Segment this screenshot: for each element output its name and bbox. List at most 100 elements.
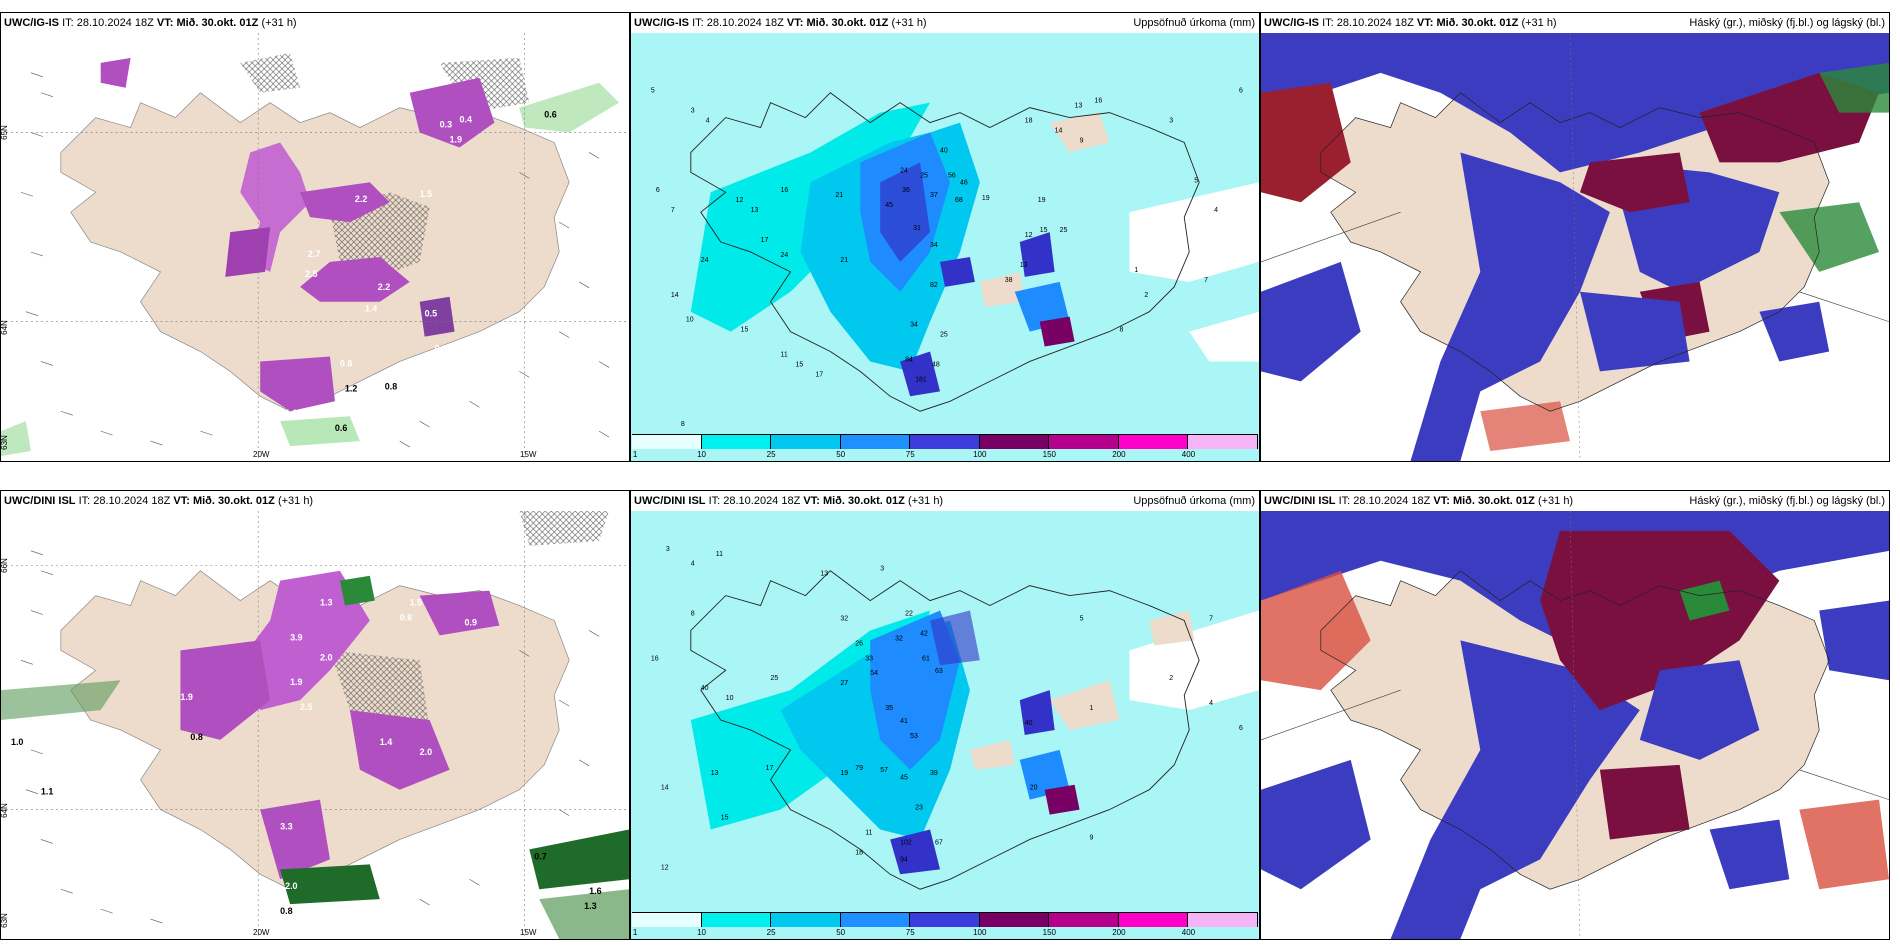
vt-value: Mið. 30.okt. 01Z [192,495,275,507]
colorbar-tick: 1 [632,928,638,937]
value-label: 56 [948,172,956,179]
value-label: 4 [1209,700,1213,707]
value-label: 17 [766,765,774,772]
wind-precip-map: 0.3 0.4 0.6 1.9 2.2 1.5 2.7 2.5 2.2 1.4 … [1,33,629,461]
colorbar-swatch [979,434,1050,449]
lat-label: 63N [0,913,9,928]
colorbar-swatch [771,912,841,927]
colorbar-tick: 50 [836,928,846,937]
value-label: 61 [922,655,930,662]
value-label: 25 [920,172,928,179]
colorbar-tick: 25 [766,928,776,937]
value-label: 11 [781,351,788,358]
value-label: 37 [930,192,938,199]
it-label: IT: [692,17,704,29]
value-label: 33 [865,655,873,662]
value-label: 17 [761,237,769,244]
lat-label: 64N [0,320,9,335]
cloud-map [1261,33,1889,461]
lon-label: 20W [253,928,270,937]
it-value: 28.10.2024 18Z [1353,495,1431,507]
lat-label: 64N [0,803,9,818]
colorbar-tick: 100 [973,450,987,459]
model-name: UWC/DINI ISL [634,495,706,507]
vt-label: VT: [786,17,804,29]
value-label: 1.5 [410,598,422,608]
value-label: 2.5 [305,269,317,279]
it-label: IT: [62,17,74,29]
value-label: 35 [885,705,893,712]
value-label: 40 [1025,720,1033,727]
lon-label: 15W [520,928,537,937]
value-label: 1.0 [285,408,297,418]
value-label: 24 [781,252,789,259]
value-label: 18 [855,849,863,856]
colorbar-tick: 200 [1112,450,1126,459]
lon-label: 15W [520,450,537,459]
value-label: 0.5 [425,309,437,319]
precip-map: 5 6 7 3 4 12 13 16 17 24 24 14 10 15 11 … [631,33,1259,461]
vt-label: VT: [156,17,174,29]
value-label: 0.8 [340,358,352,368]
value-label: 102 [900,839,912,846]
value-label: 20 [1030,785,1038,792]
value-label: 31 [913,225,921,232]
colorbar-swatch [910,434,980,449]
panel-bottom-right: UWC/DINI ISL IT: 28.10.2024 18Z VT: Mið.… [1260,490,1890,940]
colorbar-swatch [632,912,702,927]
value-label: 10 [686,317,694,324]
value-label: 1.9 [180,692,192,702]
value-label: 14 [661,785,669,792]
value-label: 1.3 [320,598,332,608]
value-label: 68 [955,197,963,204]
colorbar: 1 10 25 50 75 100 150 200 400 [632,434,1258,460]
value-label: 0.3 [440,120,452,130]
value-label: 36 [902,187,910,194]
value-label: 63 [935,668,943,675]
colorbar-tick: 150 [1042,450,1057,459]
value-label: 4 [691,561,695,568]
vt-label: VT: [1416,17,1434,29]
value-label: 53 [910,733,918,740]
value-label: 9 [1080,137,1084,144]
colorbar-swatch [1049,912,1119,927]
colorbar-swatch [1188,912,1258,927]
lead-time: (+31 h) [891,17,927,29]
value-label: 32 [895,635,903,642]
panel-header: UWC/DINI ISL IT: 28.10.2024 18Z VT: Mið.… [1261,491,1889,511]
value-label: 16 [781,187,789,194]
value-label: 40 [940,147,948,154]
value-label: 15 [795,361,803,368]
it-label: IT: [1322,17,1334,29]
it-label: IT: [1338,495,1351,507]
cloud-map [1261,511,1889,939]
colorbar-tick: 200 [1112,928,1126,937]
colorbar-tick: 75 [905,928,915,937]
value-label: 14 [1055,128,1063,135]
value-label: 1.6 [589,886,601,896]
value-label: 40 [701,685,709,692]
value-label: 9 [1090,834,1094,841]
value-label: 16 [651,655,659,662]
value-label: 38 [1005,277,1013,284]
value-label: 45 [900,775,908,782]
value-label: 3 [691,108,695,115]
value-label: 19 [1038,197,1046,204]
value-label: 13 [1075,103,1083,110]
value-label: 11 [865,829,872,836]
panel-top-left: UWC/IG-IS IT: 28.10.2024 18Z VT: Mið. 30… [0,12,630,462]
value-label: 1.2 [345,383,357,393]
colorbar-swatch [1118,434,1189,449]
value-label: 2.0 [285,881,297,891]
value-label: 1.0 [11,737,23,747]
value-label: 24 [701,257,709,264]
colorbar-swatch [979,912,1050,927]
value-label: 1.9 [450,134,462,144]
precip-map: 3 4 11 13 8 10 16 40 25 32 22 33 27 26 5… [631,511,1259,939]
value-label: 7 [671,207,675,214]
value-label: 39 [930,770,938,777]
colorbar-tick: 25 [766,450,776,459]
value-label: 10 [726,695,734,702]
colorbar-tick: 10 [697,450,706,459]
panel-bottom-middle: UWC/DINI ISL IT: 28.10.2024 18Z VT: Mið.… [630,490,1260,940]
